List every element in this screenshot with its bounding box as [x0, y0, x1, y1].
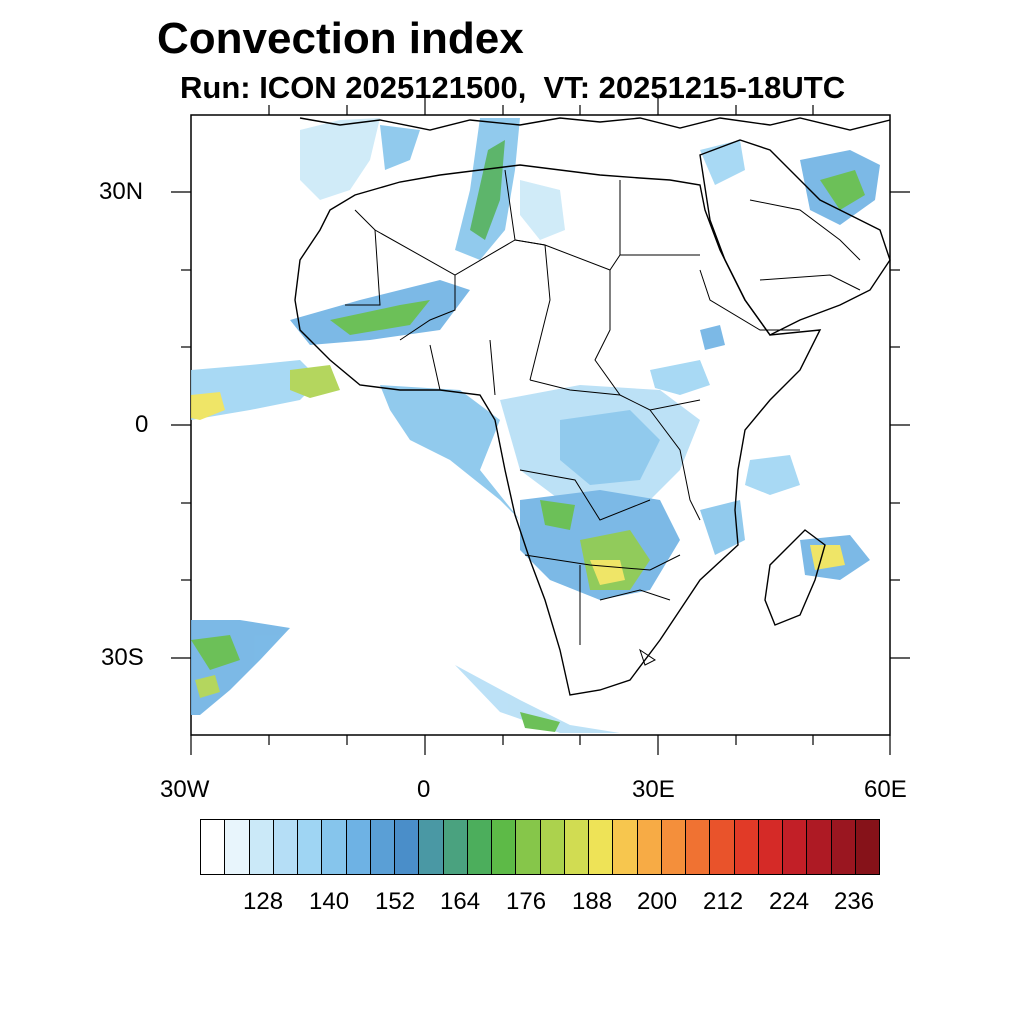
lon-label-60e: 60E [864, 776, 907, 803]
colorbar-swatch [322, 820, 347, 874]
country-border [519, 469, 651, 521]
colorbar-swatch [661, 820, 686, 874]
country-border [504, 169, 700, 271]
colorbar-swatch [686, 820, 711, 874]
chart-title: Convection index [157, 14, 524, 63]
colorbar-swatch [225, 820, 250, 874]
convection-area [745, 455, 800, 495]
colorbar-swatch [783, 820, 808, 874]
lon-label-30w: 30W [160, 776, 210, 803]
colorbar-label: 140 [309, 888, 350, 915]
europe-coastline [299, 117, 891, 131]
colorbar-swatch [831, 820, 856, 874]
lat-label-30n: 30N [99, 178, 144, 205]
convection-area [290, 365, 340, 398]
convection-area [191, 392, 225, 420]
convection-field [191, 118, 880, 733]
colorbar-swatch [564, 820, 589, 874]
country-border [524, 554, 681, 571]
colorbar-swatch [758, 820, 783, 874]
lat-label-0: 0 [135, 411, 149, 438]
colorbar-swatch [298, 820, 323, 874]
colorbar-swatch [443, 820, 468, 874]
colorbar-swatch [613, 820, 638, 874]
convection-area [700, 500, 745, 555]
colorbar-swatch [249, 820, 274, 874]
colorbar [200, 819, 880, 875]
colorbar-label: 152 [375, 888, 416, 915]
colorbar-label: 176 [506, 888, 547, 915]
country-border [599, 589, 671, 601]
convection-area [520, 712, 560, 732]
convection-area [380, 385, 520, 520]
country-border [594, 270, 621, 396]
country-border [529, 244, 551, 381]
country-borders [345, 169, 861, 666]
colorbar-swatch [589, 820, 614, 874]
country-border [429, 344, 441, 391]
colorbar-swatch [855, 820, 879, 874]
colorbar-label: 200 [637, 888, 678, 915]
convection-area [810, 545, 845, 570]
colorbar-swatch [419, 820, 444, 874]
convection-area [380, 125, 420, 170]
colorbar-swatch [201, 820, 226, 874]
convection-area [330, 300, 430, 335]
country-border [639, 648, 656, 666]
convection-area [650, 360, 710, 395]
convection-area [300, 118, 380, 200]
convection-area [820, 170, 865, 210]
convection-area [520, 180, 565, 240]
colorbar-label: 164 [440, 888, 481, 915]
colorbar-label: 128 [243, 888, 284, 915]
colorbar-label: 212 [703, 888, 744, 915]
convection-area [540, 500, 575, 530]
country-border [699, 269, 800, 331]
africa-coastline [294, 164, 822, 696]
country-border [749, 199, 861, 261]
convection-area [195, 675, 220, 698]
colorbar-label: 236 [834, 888, 875, 915]
colorbar-swatch [370, 820, 395, 874]
country-border [649, 409, 701, 521]
lon-label-0: 0 [417, 776, 431, 803]
convection-area [700, 325, 725, 350]
country-border [759, 274, 861, 291]
colorbar-swatch [273, 820, 298, 874]
country-border [489, 339, 496, 396]
lat-label-30s: 30S [101, 644, 144, 671]
axis-ticks [171, 95, 910, 755]
colorbar-swatch [807, 820, 832, 874]
colorbar-swatch [734, 820, 759, 874]
madagascar-coastline [764, 529, 826, 626]
convection-area [191, 635, 240, 670]
coastlines [294, 117, 891, 696]
convection-area [560, 410, 660, 485]
country-border [529, 379, 701, 411]
convection-area [470, 140, 505, 240]
country-border [345, 209, 381, 306]
arabia-coastline [699, 139, 891, 336]
colorbar-label: 188 [572, 888, 613, 915]
convection-area [590, 560, 625, 585]
colorbar-swatch [540, 820, 565, 874]
colorbar-swatch [492, 820, 517, 874]
country-border [399, 275, 456, 341]
colorbar-swatch [516, 820, 541, 874]
lon-label-30e: 30E [632, 776, 675, 803]
colorbar-swatch [346, 820, 371, 874]
colorbar-label: 224 [769, 888, 810, 915]
colorbar-swatch [395, 820, 420, 874]
colorbar-swatch [710, 820, 735, 874]
chart-subtitle: Run: ICON 2025121500, VT: 20251215-18UTC [180, 70, 846, 105]
colorbar-swatch [637, 820, 662, 874]
colorbar-swatch [467, 820, 492, 874]
